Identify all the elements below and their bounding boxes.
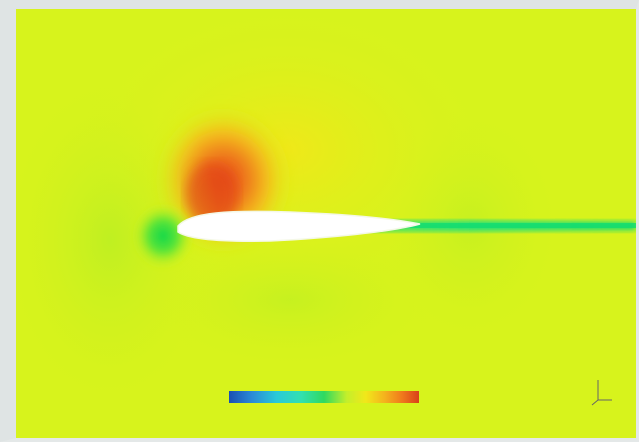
airfoil-shape	[177, 210, 421, 242]
legend-title	[226, 348, 436, 382]
low-region-below	[140, 230, 440, 370]
legend-colorbar	[229, 391, 419, 403]
leading-edge-low-region	[131, 202, 195, 270]
axis-triad	[591, 380, 612, 406]
wake-core	[400, 223, 636, 228]
